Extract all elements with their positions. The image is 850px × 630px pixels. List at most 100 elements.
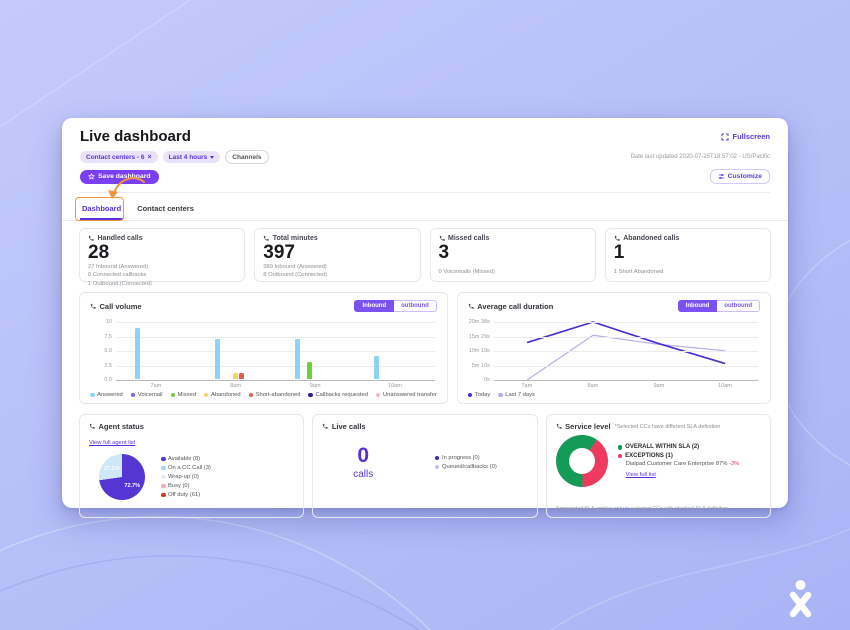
y-axis-tick: 20m 38s <box>468 319 490 325</box>
legend-label: Voicemail <box>137 392 163 398</box>
bar-slot <box>294 322 300 379</box>
filter-chip-contact-centers[interactable]: Contact centers - 6 × <box>80 151 158 163</box>
save-dashboard-button[interactable]: Save dashboard <box>80 169 159 184</box>
live-calls-card: Live calls 0 calls In progress (0) Queued… <box>312 414 538 518</box>
brand-logo <box>789 580 812 618</box>
view-full-list-link[interactable]: View full list <box>625 471 656 478</box>
charts-row: Call volume Inbound outbound 10 7.5 5.0 2.5… <box>79 292 771 404</box>
kpi-detail: 0 Voicemails (Missed) <box>438 268 495 275</box>
avg-duration-plot: 20m 38s 15m 29s 10m 19s 5m 10s 0s 7am 8am 9am 10… <box>469 319 758 389</box>
legend-label: Last 7 days <box>505 392 535 398</box>
toggle-outbound[interactable]: outbound <box>394 300 437 312</box>
y-axis-tick: 15m 29s <box>468 333 490 340</box>
legend-dot <box>161 483 166 489</box>
call-volume-card: Call volume Inbound outbound 10 7.5 5.0 2.5… <box>79 292 448 404</box>
x-axis-tick: 10am <box>388 383 402 389</box>
inbound-outbound-toggle: Inbound outbound <box>354 300 437 312</box>
filter-chip-channels[interactable]: Channels <box>225 150 269 164</box>
kpi-card-handled-calls: Handled calls 28 27 Inbound (Answered) 0… <box>79 228 246 287</box>
phone-icon <box>614 236 620 241</box>
kpi-title: Total minutes <box>272 235 318 242</box>
kpi-value: 1 <box>613 242 625 263</box>
tab-dashboard[interactable]: Dashboard <box>80 198 124 220</box>
customize-label: Customize <box>727 173 762 180</box>
legend-label: Answered <box>97 392 123 398</box>
gridline <box>493 380 758 381</box>
x-axis-tick: 7am <box>521 383 533 389</box>
bar-short-abandoned <box>239 373 245 379</box>
live-calls-unit: calls <box>353 469 374 480</box>
y-axis-tick: 2.5 <box>104 362 112 369</box>
remove-filter-icon[interactable]: × <box>147 153 152 161</box>
gridline <box>116 365 435 367</box>
panel-title: Agent status <box>98 422 144 431</box>
bar-group-9am <box>294 322 336 379</box>
toggle-inbound[interactable]: Inbound <box>354 300 395 312</box>
avg-call-duration-card: Average call duration Inbound outbound 2… <box>456 292 771 404</box>
gridline <box>116 322 435 323</box>
panel-title: Live calls <box>331 422 366 431</box>
legend-label: EXCEPTIONS (1) <box>625 452 673 459</box>
legend-dot <box>498 392 503 398</box>
line-last-7-days <box>527 335 725 380</box>
legend-dot <box>161 474 166 480</box>
page-title: Live dashboard <box>80 128 191 145</box>
kpi-detail: 1 Short Abandoned <box>613 268 664 275</box>
y-axis-tick: 5m 10s <box>471 362 490 369</box>
kpi-card-abandoned-calls: Abandoned calls 1 1 Short Abandoned <box>604 228 771 282</box>
fullscreen-button[interactable]: Fullscreen <box>721 132 770 141</box>
chevron-down-icon <box>210 155 215 159</box>
toggle-outbound[interactable]: outbound <box>717 300 760 312</box>
service-level-donut-chart <box>555 435 608 487</box>
x-axis-tick: 9am <box>653 383 665 389</box>
bar-slot <box>233 322 239 379</box>
legend-label: Off duty (61) <box>168 492 201 498</box>
x-axis-tick: 10am <box>718 383 732 389</box>
bar-slot <box>171 322 177 379</box>
live-calls-legend: In progress (0) Queued/callbacks (0) <box>434 455 497 470</box>
header-divider <box>80 192 770 193</box>
customize-button[interactable]: Customize <box>709 169 770 184</box>
y-axis-tick: 10 <box>105 319 112 325</box>
phone-icon <box>90 303 96 309</box>
bar-slot <box>306 322 312 379</box>
view-full-agent-list-link[interactable]: View full agent list <box>89 440 136 446</box>
legend-label: OVERALL WITHIN SLA (2) <box>625 444 700 451</box>
toggle-inbound[interactable]: Inbound <box>677 300 718 312</box>
kpi-detail: 0 Connected callbacks <box>88 272 147 279</box>
y-axis-tick: 10m 19s <box>468 348 490 354</box>
sliders-icon <box>718 173 724 180</box>
legend-label: In progress (0) <box>441 455 480 461</box>
legend-item: Available (8) <box>161 456 200 462</box>
filter-chip-time-range[interactable]: Last 4 hours <box>162 151 221 163</box>
y-axis-tick: 0.0 <box>104 377 112 383</box>
phone-icon <box>323 424 329 429</box>
legend-item: Wrap-up (0) <box>161 474 199 480</box>
dashboard-content: Handled calls 28 27 Inbound (Answered) 0… <box>62 221 788 518</box>
gridline <box>493 351 758 352</box>
phone-icon <box>264 236 269 241</box>
bar-answered <box>215 339 221 379</box>
gridline <box>116 351 435 352</box>
x-axis-tick: 9am <box>309 383 321 389</box>
legend-dot <box>434 455 440 461</box>
tab-bar: Dashboard Contact centers <box>62 177 788 221</box>
legend-item: Queued/callbacks (0) <box>434 464 497 470</box>
x-axis-tick: 8am <box>230 383 241 389</box>
bar-slot <box>215 322 221 379</box>
legend-item: Abandoned <box>203 392 241 398</box>
legend-item: Busy (0) <box>161 483 190 489</box>
gridline <box>493 322 758 323</box>
filter-chip-label: Last 4 hours <box>168 153 208 161</box>
phone-icon <box>88 236 94 241</box>
tab-contact-centers[interactable]: Contact centers <box>137 204 194 213</box>
service-level-card: Service level *Selected CCs have differe… <box>545 414 771 518</box>
bar-answered <box>135 327 141 379</box>
legend-label: Abandoned <box>210 392 241 398</box>
kpi-title: Abandoned calls <box>623 235 680 242</box>
kpi-title: Handled calls <box>97 235 143 242</box>
legend-dot <box>161 492 166 498</box>
gridline <box>116 336 435 338</box>
service-level-footer: Aggregated SLA applies only to selected … <box>555 506 729 512</box>
bar-slot <box>135 322 141 379</box>
